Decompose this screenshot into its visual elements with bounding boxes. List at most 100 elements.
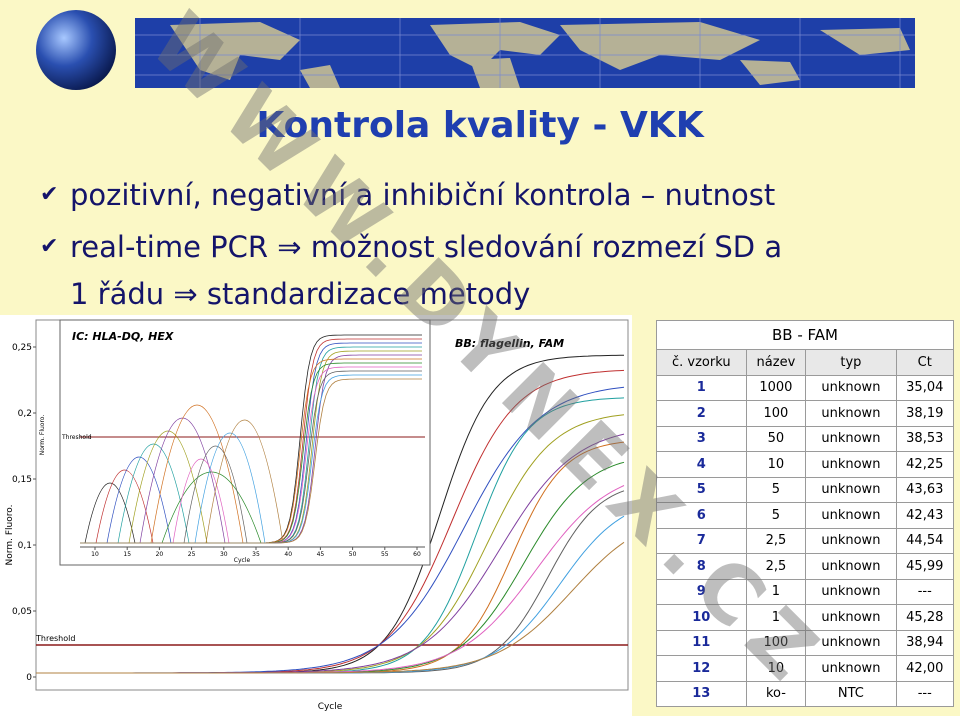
inset-x-tick-label: 60: [413, 551, 421, 558]
table-cell: ko-: [745, 680, 807, 707]
inset-noise: [194, 432, 266, 544]
table-cell: 13: [656, 680, 747, 707]
table-row: 12 10 unknown 42,00: [656, 655, 955, 682]
inset-noise: [183, 445, 248, 544]
inset-noise: [150, 404, 244, 544]
table-cell: 12: [656, 655, 747, 682]
inset-x-tick-label: 45: [317, 551, 325, 558]
table-row: 13 ko- NTC ---: [656, 680, 955, 707]
inset-noise: [205, 419, 284, 544]
table-cell: unknown: [805, 400, 897, 427]
inset-x-tick-label: 35: [252, 551, 260, 558]
table-cell: 42,00: [895, 655, 955, 682]
table-cell: 2: [656, 400, 747, 427]
table-cell: unknown: [805, 451, 897, 478]
globe: [36, 10, 116, 90]
table-cell: unknown: [805, 629, 897, 656]
slide-title: Kontrola kvality - VKK: [256, 105, 704, 146]
table-cell: 2,5: [745, 527, 807, 554]
table-cell: 44,54: [895, 527, 955, 554]
table-cell: ---: [895, 680, 955, 707]
inset-noise: [139, 417, 226, 544]
table-cell: 100: [745, 400, 807, 427]
map-grid: [135, 18, 915, 88]
inset-noise: [172, 458, 230, 544]
table-cell: unknown: [805, 655, 897, 682]
bullet-text: real-time PCR ⇒ možnost sledování rozmez…: [70, 230, 783, 264]
inset-x-tick-label: 30: [220, 551, 228, 558]
table-title: BB - FAM: [656, 320, 954, 350]
table-row: 9 1 unknown ---: [656, 578, 955, 605]
table-cell: 42,25: [895, 451, 955, 478]
table-cell: 45,28: [895, 604, 955, 631]
bullet-text: pozitivní, negativní a inhibiční kontrol…: [70, 178, 776, 212]
curve: [36, 541, 625, 674]
y-tick-label: 0,15: [12, 475, 32, 485]
table-cell: 5: [745, 476, 807, 503]
table-row: 8 2,5 unknown 45,99: [656, 553, 955, 580]
table-cell: 43,63: [895, 476, 955, 503]
bullet-check: ✔: [40, 234, 59, 259]
table-cell: unknown: [805, 578, 897, 605]
table-cell: unknown: [805, 553, 897, 580]
series-label: BB: flagellin, FAM: [455, 337, 564, 350]
table-row: 1 1000 unknown 35,04: [656, 374, 955, 401]
table-cell: ---: [895, 578, 955, 605]
table-cell: 4: [656, 451, 747, 478]
table-cell: 45,99: [895, 553, 955, 580]
inset-noise: [161, 471, 262, 544]
table-row: 10 1 unknown 45,28: [656, 604, 955, 631]
table-row: 6 5 unknown 42,43: [656, 502, 955, 529]
table-cell: 1: [745, 604, 807, 631]
table-row: 7 2,5 unknown 44,54: [656, 527, 955, 554]
column-header: Ct: [895, 349, 955, 376]
column-header: název: [745, 349, 807, 376]
bullet-text: 1 řádu ⇒ standardizace metody: [70, 277, 531, 311]
table-header-row: č. vzorku název typ Ct: [656, 349, 955, 376]
inset-noise: [117, 443, 190, 544]
table-cell: unknown: [805, 476, 897, 503]
inset-series-label: IC: HLA-DQ, HEX: [72, 330, 174, 343]
table-cell: unknown: [805, 527, 897, 554]
y-tick-label: 0: [26, 673, 32, 683]
table-cell: unknown: [805, 425, 897, 452]
inset-x-axis-label: Cycle: [234, 557, 251, 564]
table-cell: 7: [656, 527, 747, 554]
inset-curve: [80, 378, 422, 544]
table-cell: unknown: [805, 604, 897, 631]
table-cell: 1: [656, 374, 747, 401]
y-tick-label: 0,25: [12, 343, 32, 353]
inset-noise: [95, 469, 154, 544]
inset-x-tick-label: 20: [156, 551, 164, 558]
table-cell: 10: [745, 655, 807, 682]
inset-noise: [106, 456, 172, 544]
table-cell: 35,04: [895, 374, 955, 401]
table-cell: 8: [656, 553, 747, 580]
amplification-curves: [36, 354, 625, 674]
table-cell: 5: [745, 502, 807, 529]
table-cell: 38,53: [895, 425, 955, 452]
table-cell: NTC: [805, 680, 897, 707]
table-cell: 9: [656, 578, 747, 605]
table-cell: 50: [745, 425, 807, 452]
table-cell: 100: [745, 629, 807, 656]
inset-x-tick-label: 15: [123, 551, 131, 558]
inset-chart: IC: HLA-DQ, HEX Norm. Fluoro. Cycle Thre…: [39, 319, 431, 566]
table-cell: 3: [656, 425, 747, 452]
table-row: 4 10 unknown 42,25: [656, 451, 955, 478]
table-cell: 10: [745, 451, 807, 478]
inset-x-tick-label: 55: [381, 551, 389, 558]
inset-x-tick-label: 50: [349, 551, 357, 558]
inset-frame: [59, 319, 431, 566]
table-cell: 2,5: [745, 553, 807, 580]
y-axis-label: Norm. Fluoro.: [5, 505, 15, 566]
inset-curves: [80, 334, 422, 544]
inset-noise: [84, 482, 136, 544]
results-table: BB - FAM č. vzorku název typ Ct 1 1000 unknown 3…: [656, 320, 955, 707]
table-cell: 5: [656, 476, 747, 503]
table-cell: 11: [656, 629, 747, 656]
table-cell: unknown: [805, 374, 897, 401]
x-axis-label: Cycle: [318, 702, 343, 712]
